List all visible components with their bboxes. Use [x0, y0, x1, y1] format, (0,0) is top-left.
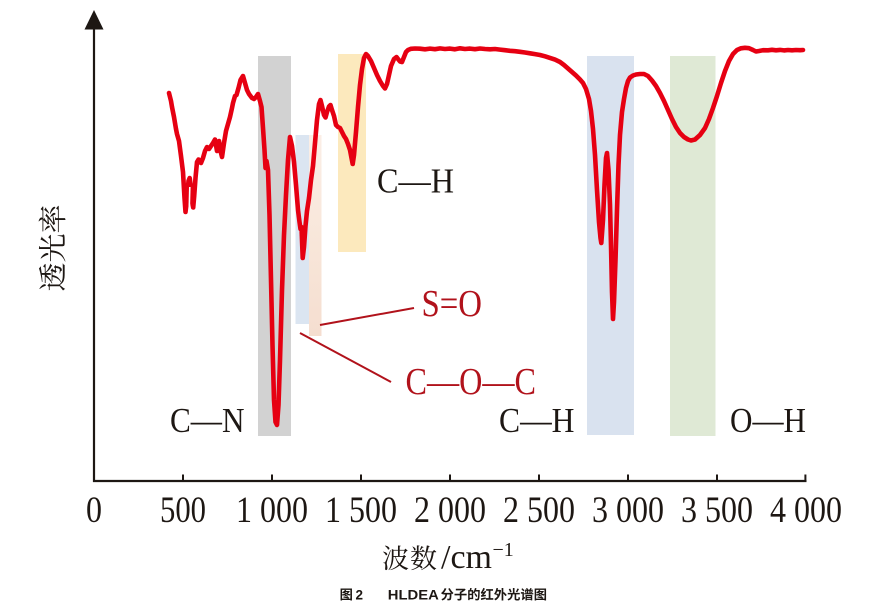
svg-text:C—H: C—H	[377, 162, 454, 201]
svg-text:1 000: 1 000	[236, 490, 308, 531]
svg-text:2 000: 2 000	[414, 490, 486, 531]
svg-text:3 000: 3 000	[592, 490, 664, 531]
svg-text:1 500: 1 500	[325, 490, 397, 531]
svg-text:−1: −1	[493, 539, 514, 561]
svg-text:C—O—C: C—O—C	[406, 361, 537, 403]
svg-text:4 000: 4 000	[770, 490, 842, 531]
svg-text:O—H: O—H	[730, 401, 806, 440]
svg-text:C—H: C—H	[499, 401, 575, 440]
svg-text:0: 0	[86, 490, 102, 531]
svg-text:2 500: 2 500	[503, 490, 575, 531]
svg-text:HLDEA: HLDEA	[388, 587, 439, 602]
svg-text:S=O: S=O	[422, 283, 483, 325]
svg-text:/cm: /cm	[441, 539, 492, 576]
svg-text:500: 500	[160, 490, 206, 531]
svg-text:3 500: 3 500	[681, 490, 753, 531]
svg-text:C—N: C—N	[170, 401, 245, 440]
svg-text:2: 2	[356, 587, 364, 602]
